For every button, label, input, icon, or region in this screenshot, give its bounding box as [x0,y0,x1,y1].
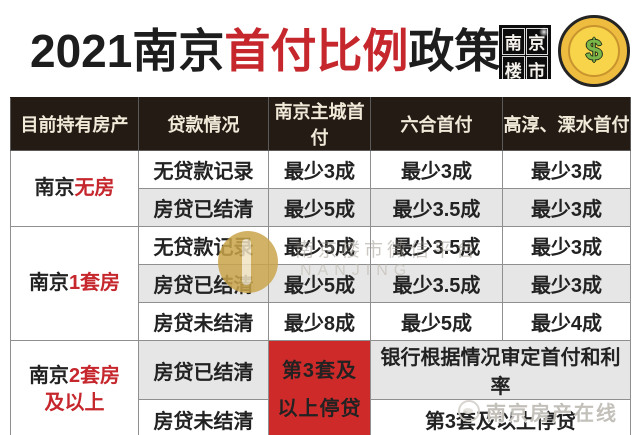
group-label-red: 2套房 [68,365,121,387]
table-row: 南京1套房 无贷款记录 最少5成 最少3.5成 最少3成 [10,226,631,341]
group-two-houses: 南京2套房及以上 [10,340,139,435]
policy-table: 目前持有房产 贷款情况 南京主城首付 六合首付 高淳、溧水首付 南京无房 无贷款… [10,97,631,435]
coin-icon: $ [558,15,630,87]
group-label-red: 1套房 [68,272,121,294]
cell-loan: 房贷已结清 [138,264,269,303]
table-row: 房贷已结清 最少5成 最少3.5成 最少3成 [11,188,631,227]
cell-loan: 无贷款记录 [138,226,269,265]
header-loan-status: 贷款情况 [138,97,269,151]
cell-third-house-stopped: 第3套及以上停贷 [370,399,631,435]
cell-gaochun: 最少4成 [502,302,631,341]
cell-liuhe: 最少5成 [370,302,503,341]
group-no-house: 南京无房 [10,150,139,227]
cell-loan: 房贷已结清 [138,340,269,400]
dollar-icon: $ [585,34,603,67]
cell-bank-decision: 银行根据情况审定首付和利率 [370,340,631,400]
cell-main: 最少5成 [268,264,371,303]
header-main-city: 南京主城首付 [268,97,371,151]
page-title: 2021南京首付比例政策 [30,22,500,80]
cell-liuhe: 最少3.5成 [370,188,503,227]
cell-loan: 无贷款记录 [138,150,269,189]
header-owned: 目前持有房产 [10,97,139,151]
badge-char-2: 京 [525,28,548,55]
cell-loan: 房贷未结清 [138,302,269,341]
group-label-red: 无房 [74,177,115,199]
table-row: 房贷未结清 最少8成 最少5成 最少4成 [11,302,631,341]
cell-main: 最少8成 [268,302,371,341]
table-header-row: 目前持有房产 贷款情况 南京主城首付 六合首付 高淳、溧水首付 [10,97,631,151]
cell-loan: 房贷已结清 [138,188,269,227]
group-label-black: 南京 [28,365,69,387]
header-gaochun-lishui: 高淳、溧水首付 [502,97,631,151]
cell-liuhe: 最少3成 [370,150,503,189]
table-row: 房贷未结清 第3套及以上停贷 [11,399,631,435]
table-row: 南京2套房及以上 房贷已结清 第3套及以上停贷 银行根据情况审定首付和利率 [10,340,631,435]
header-liuhe: 六合首付 [370,97,503,151]
cell-gaochun: 最少3成 [502,150,631,189]
table-row: 南京无房 无贷款记录 最少3成 最少3成 最少3成 [10,150,631,227]
cell-gaochun: 最少3成 [502,264,631,303]
stop-line-2: 以上停贷 [277,398,362,420]
cell-gaochun: 最少3成 [502,188,631,227]
cell-loan: 房贷未结清 [138,399,269,435]
cell-liuhe: 最少3.5成 [370,226,503,265]
cell-main: 最少3成 [268,150,371,189]
group-one-house: 南京1套房 [10,226,139,341]
title-highlight: 首付比例 [224,25,409,77]
badge-char-1: 南 [502,28,525,55]
title-prefix: 2021南京 [30,25,225,77]
cell-main: 最少5成 [268,188,371,227]
cell-loan-stopped: 第3套及以上停贷 [268,340,371,435]
coin-inner-ring: $ [568,25,620,77]
group-label-black: 南京 [34,177,75,199]
stop-line-1: 第3套及 [281,360,358,382]
group-label-black: 南京 [28,272,69,294]
group-label-red2: 及以上 [44,392,105,414]
badge-char-3: 楼 [502,56,525,83]
title-suffix: 政策 [408,25,501,77]
brand-badge: 南 京 楼 市 [499,25,551,83]
cell-liuhe: 最少3.5成 [370,264,503,303]
cell-main: 最少5成 [268,226,371,265]
cell-gaochun: 最少3成 [502,226,631,265]
badge-char-4: 市 [525,56,548,83]
